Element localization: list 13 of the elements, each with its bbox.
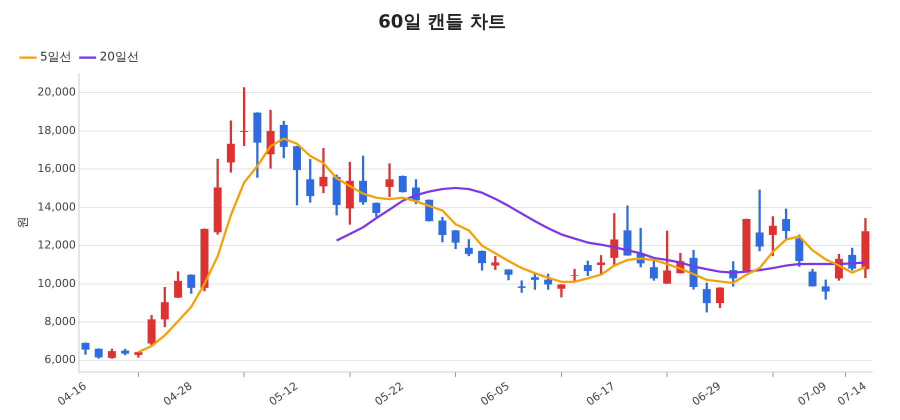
candlestick bbox=[398, 176, 407, 192]
y-axis-title: 원 bbox=[15, 216, 30, 229]
legend-label: 20일선 bbox=[100, 50, 139, 64]
y-tick-label: 20,000 bbox=[37, 86, 76, 99]
y-tick-label: 12,000 bbox=[37, 238, 76, 252]
y-tick-label: 6,000 bbox=[44, 353, 76, 366]
y-tick-label: 16,000 bbox=[37, 162, 76, 176]
chart-title: 60일 캔들 차트 bbox=[378, 11, 506, 32]
y-tick-label: 10,000 bbox=[37, 276, 76, 290]
y-tick-label: 8,000 bbox=[44, 315, 76, 328]
legend-label: 5일선 bbox=[40, 50, 72, 64]
y-tick-label: 18,000 bbox=[37, 124, 76, 137]
y-tick-label: 14,000 bbox=[37, 200, 76, 214]
